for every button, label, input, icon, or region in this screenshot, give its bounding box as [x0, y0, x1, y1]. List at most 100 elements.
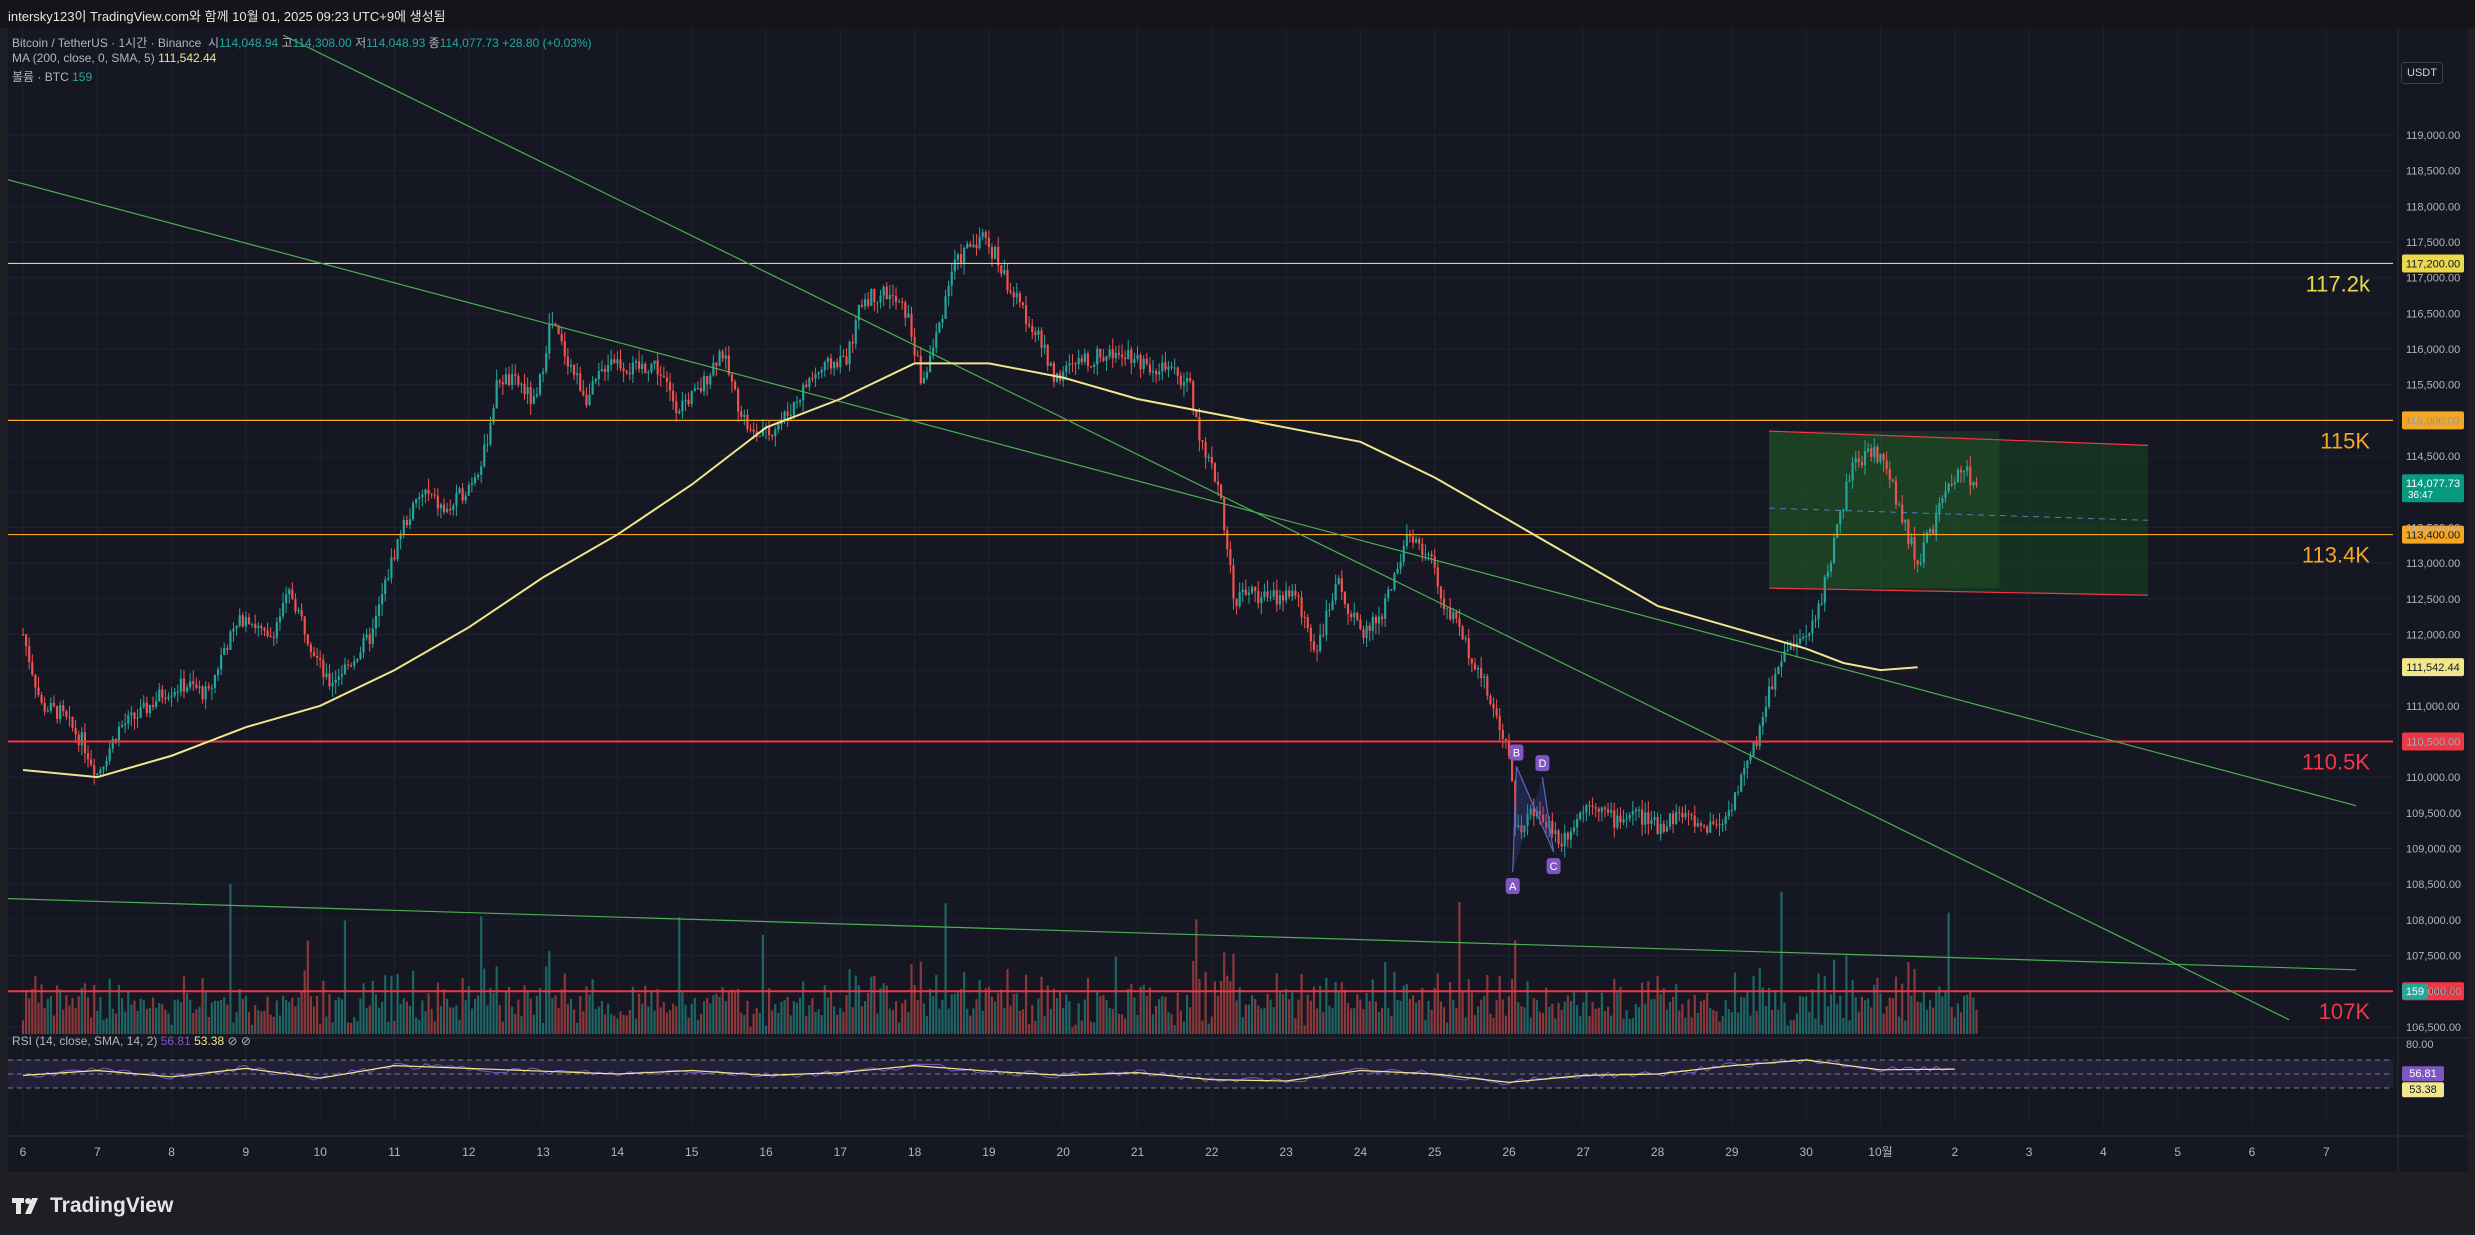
candle-body — [387, 578, 390, 580]
ma-legend[interactable]: MA (200, close, 0, SMA, 5) 111,542.44 — [12, 51, 216, 65]
candle-body — [99, 769, 102, 774]
volume-bar — [393, 1020, 396, 1034]
volume-bar — [1346, 1003, 1350, 1034]
volume-bar — [1699, 1001, 1703, 1034]
candle-body — [1105, 356, 1108, 361]
volume-bar — [1650, 999, 1653, 1034]
low-label: 저 — [355, 36, 367, 50]
volume-bar — [1449, 982, 1452, 1034]
candle-body — [1641, 809, 1644, 825]
candle-body — [1393, 573, 1396, 590]
volume-bar — [1829, 994, 1833, 1034]
volume-bar — [1334, 982, 1337, 1034]
candle-body — [802, 384, 805, 401]
volume-bar — [582, 1011, 585, 1034]
volume-bar — [365, 1007, 368, 1034]
symbol-name[interactable]: Bitcoin / TetherUS · 1시간 · Binance — [12, 36, 202, 50]
volume-bar — [1774, 990, 1777, 1034]
rsi-ma-axis-label: 53.38 — [2409, 1084, 2437, 1096]
rsi-legend[interactable]: RSI (14, close, SMA, 14, 2) 56.81 53.38 … — [12, 1034, 251, 1048]
candle-body — [1235, 598, 1238, 607]
candle-body — [1216, 481, 1220, 485]
volume-bar — [585, 986, 588, 1034]
candle-body — [1894, 480, 1898, 505]
volume-bar — [969, 1015, 972, 1034]
candle-body — [1377, 616, 1381, 624]
volume-bar — [1802, 996, 1805, 1034]
candle-body — [1189, 377, 1192, 382]
candle-body — [709, 375, 712, 385]
volume-bar — [1879, 993, 1882, 1034]
volume-bar — [1458, 902, 1461, 1034]
candle-body — [1737, 791, 1740, 793]
candle-body — [653, 360, 656, 365]
candle-body — [972, 244, 975, 247]
volume-bar — [1668, 1002, 1672, 1034]
candle-body — [127, 715, 130, 724]
candle-body — [1353, 612, 1356, 618]
volume-bar — [1328, 1005, 1331, 1034]
candle-body — [950, 271, 953, 286]
visibility-icon[interactable]: ⊘ — [227, 1034, 238, 1048]
settings-icon[interactable]: ⊘ — [240, 1034, 251, 1048]
volume-bar — [523, 985, 526, 1034]
candle-body — [235, 625, 238, 629]
rsi-label: RSI (14, close, SMA, 14, 2) — [12, 1034, 158, 1048]
candle-body — [1650, 820, 1653, 824]
candle-body — [244, 617, 247, 627]
candle-body — [1820, 603, 1823, 605]
candle-body — [882, 286, 885, 296]
volume-bar — [49, 996, 52, 1034]
volume-bar — [693, 997, 696, 1034]
volume-bar — [266, 996, 269, 1034]
tradingview-logo[interactable]: TradingView — [12, 1194, 173, 1218]
candle-body — [597, 371, 600, 380]
candle-body — [644, 363, 647, 373]
candle-body — [1805, 635, 1808, 637]
candle-body — [1867, 448, 1870, 452]
volume-bar — [220, 999, 223, 1034]
candle-body — [1158, 371, 1161, 375]
candle-body — [368, 634, 371, 645]
candle-body — [687, 399, 690, 404]
candle-body — [1390, 589, 1393, 591]
volume-bar — [1207, 1023, 1210, 1034]
volume-bar — [724, 1001, 727, 1034]
level-label: 110.5K — [2302, 749, 2370, 774]
candle-body — [1120, 354, 1124, 358]
candle-body — [359, 652, 362, 660]
volume-bar — [1148, 987, 1151, 1034]
currency-selector[interactable]: USDT — [2401, 62, 2443, 84]
volume-bar — [1486, 974, 1489, 1034]
candle-body — [848, 341, 851, 365]
volume-bar — [55, 985, 59, 1034]
candle-body — [569, 364, 573, 367]
candle-body — [749, 429, 752, 431]
candle-body — [811, 378, 814, 380]
volume-bar — [1873, 984, 1876, 1034]
candle-body — [932, 347, 935, 356]
candle-body — [1774, 674, 1777, 690]
volume-legend[interactable]: 볼륨 · BTC 159 — [12, 68, 92, 85]
axis-level-badge — [2402, 254, 2464, 273]
candle-body — [1569, 831, 1573, 840]
volume-bar — [1102, 994, 1105, 1034]
volume-bar — [353, 1017, 356, 1034]
volume-axis-label: 159 — [2406, 986, 2424, 998]
volume-bar — [1241, 1017, 1244, 1034]
volume-bar — [1198, 978, 1201, 1034]
price-axis-tick-label: 112,500.00 — [2406, 594, 2460, 606]
volume-bar — [1380, 1008, 1384, 1034]
chart-area[interactable]: 117.2k 117,200.00 115K 115,000.00 113.4K 113,… — [8, 28, 2468, 1172]
candle-body — [1254, 587, 1257, 592]
price-chart[interactable]: 117.2k 117,200.00 115K 115,000.00 113.4K 113,… — [8, 28, 2468, 1172]
candle-body — [987, 237, 990, 248]
ma-value: 111,542.44 — [158, 51, 217, 65]
volume-bar — [111, 1008, 114, 1034]
candle-body — [622, 368, 625, 372]
volume-bar — [1071, 1027, 1074, 1034]
candle-body — [637, 361, 641, 369]
volume-bar — [702, 1000, 706, 1034]
candle-body — [820, 369, 823, 373]
volume-bar — [1867, 998, 1870, 1034]
